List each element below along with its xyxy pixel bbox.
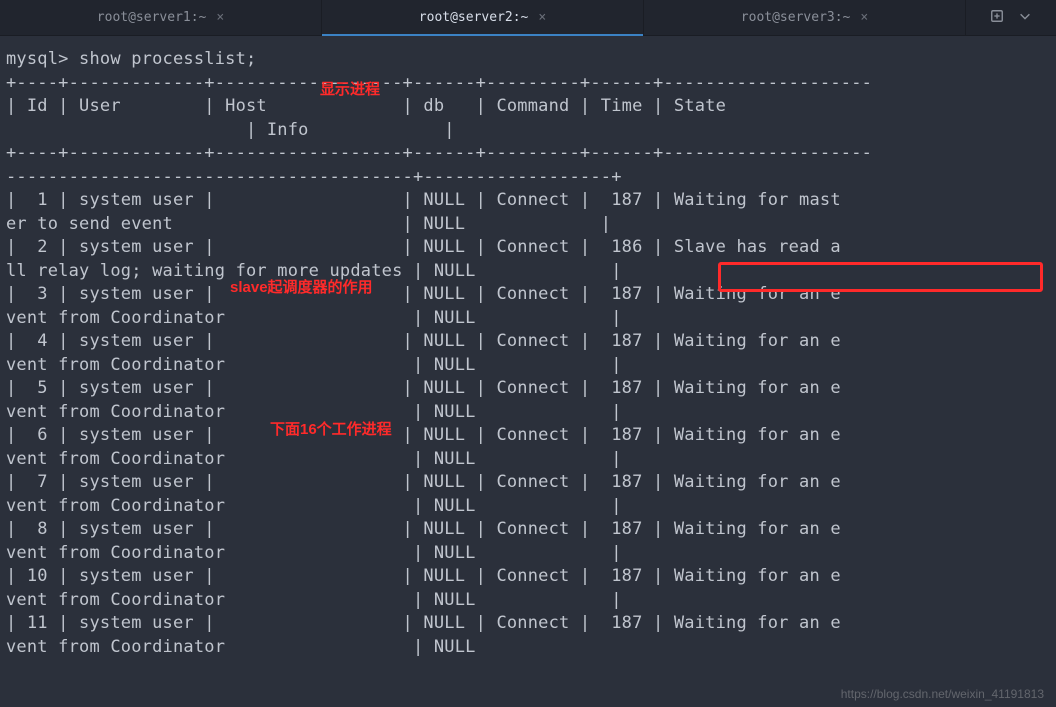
table-row: er to send event | NULL | bbox=[6, 214, 611, 234]
table-row: | 4 | system user | | NULL | Connect | 1… bbox=[6, 331, 841, 351]
table-row: | 11 | system user | | NULL | Connect | … bbox=[6, 613, 841, 633]
tab-actions bbox=[966, 0, 1056, 35]
table-sep: ---------------------------------------+… bbox=[6, 167, 622, 187]
tab-server2[interactable]: root@server2:~ × bbox=[322, 0, 644, 35]
tab-server3[interactable]: root@server3:~ × bbox=[644, 0, 966, 35]
annotation-slave-scheduler: slave起调度器的作用 bbox=[230, 276, 373, 297]
close-icon[interactable]: × bbox=[216, 10, 224, 25]
table-row: vent from Coordinator | NULL bbox=[6, 637, 476, 657]
table-row: | 1 | system user | | NULL | Connect | 1… bbox=[6, 190, 841, 210]
table-header-1: | Id | User | Host | db | Command | Time… bbox=[6, 96, 872, 116]
chevron-down-icon[interactable] bbox=[1018, 9, 1032, 27]
annotation-show-process: 显示进程 bbox=[320, 78, 380, 99]
table-row: | 8 | system user | | NULL | Connect | 1… bbox=[6, 519, 841, 539]
table-row: | 2 | system user | | NULL | Connect | 1… bbox=[6, 237, 841, 257]
tab-label: root@server1:~ bbox=[97, 10, 207, 25]
tab-label: root@server3:~ bbox=[741, 10, 851, 25]
tab-bar: root@server1:~ × root@server2:~ × root@s… bbox=[0, 0, 1056, 36]
prompt-line: mysql> show processlist; bbox=[6, 49, 256, 69]
table-row: vent from Coordinator | NULL | bbox=[6, 449, 622, 469]
highlight-box bbox=[718, 262, 1043, 292]
table-row: | 10 | system user | | NULL | Connect | … bbox=[6, 566, 841, 586]
new-tab-icon[interactable] bbox=[990, 9, 1004, 27]
table-row: | 6 | system user | | NULL | Connect | 1… bbox=[6, 425, 841, 445]
annotation-16-workers: 下面16个工作进程 bbox=[270, 418, 392, 439]
table-row: vent from Coordinator | NULL | bbox=[6, 543, 622, 563]
table-row: | 7 | system user | | NULL | Connect | 1… bbox=[6, 472, 841, 492]
close-icon[interactable]: × bbox=[860, 10, 868, 25]
table-row: | 3 | system user | | NULL | Connect | 1… bbox=[6, 284, 841, 304]
table-row: vent from Coordinator | NULL | bbox=[6, 590, 622, 610]
table-sep: +----+-------------+------------------+-… bbox=[6, 143, 872, 163]
table-row: vent from Coordinator | NULL | bbox=[6, 496, 622, 516]
terminal-output[interactable]: mysql> show processlist; +----+---------… bbox=[0, 36, 1056, 659]
tab-label: root@server2:~ bbox=[419, 10, 529, 25]
watermark: https://blog.csdn.net/weixin_41191813 bbox=[841, 687, 1044, 701]
table-header-2: | Info | bbox=[6, 120, 455, 140]
table-row: | 5 | system user | | NULL | Connect | 1… bbox=[6, 378, 841, 398]
table-sep: +----+-------------+------------------+-… bbox=[6, 73, 872, 93]
tab-server1[interactable]: root@server1:~ × bbox=[0, 0, 322, 35]
table-row: vent from Coordinator | NULL | bbox=[6, 355, 622, 375]
table-row: vent from Coordinator | NULL | bbox=[6, 308, 622, 328]
close-icon[interactable]: × bbox=[538, 10, 546, 25]
